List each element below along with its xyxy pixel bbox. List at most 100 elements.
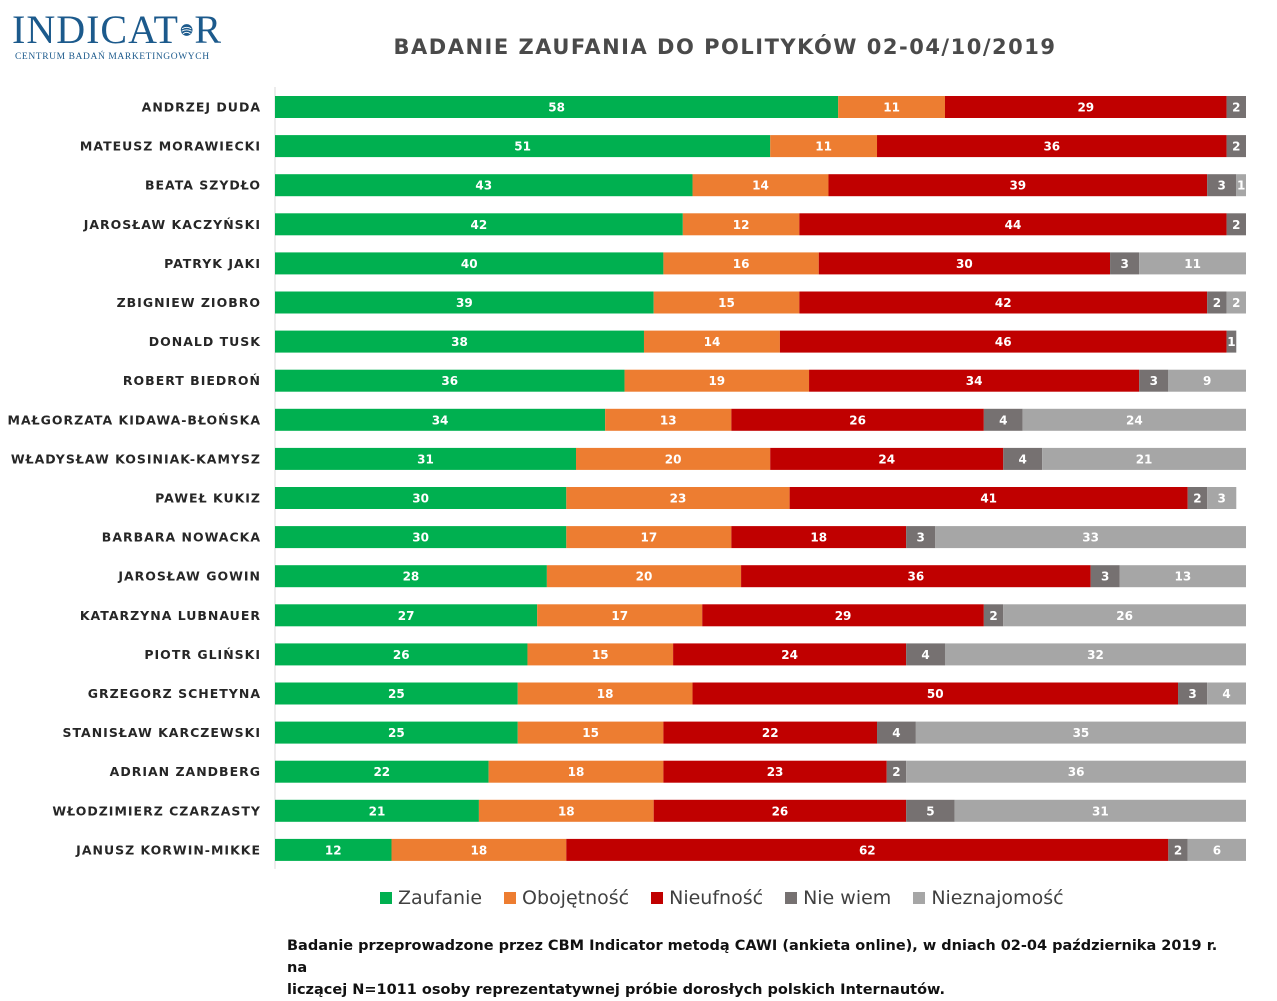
bar-segment-zaufanie <box>275 174 693 197</box>
data-label-nieufnosc: 30 <box>956 257 973 271</box>
legend-label-nieznajomosc: Nieznajomość <box>931 887 1064 909</box>
bar-segment-nieufnosc <box>566 838 1169 861</box>
data-label-obojetnosc: 12 <box>733 218 750 232</box>
category-label: DONALD TUSK <box>149 334 262 349</box>
bar-segment-nie-wiem <box>1090 565 1120 588</box>
bar-segment-nie-wiem <box>906 526 936 549</box>
bar-segment-nieznajomosc <box>1022 408 1246 431</box>
legend-swatch-nieufnosc <box>651 892 664 904</box>
data-label-nie-wiem: 4 <box>999 413 1007 427</box>
category-label: MATEUSZ MORAWIECKI <box>80 139 261 154</box>
data-label-zaufanie: 43 <box>475 179 492 193</box>
bar-segment-obojetnosc <box>566 526 732 549</box>
data-label-nieznajomosc: 11 <box>1184 257 1201 271</box>
bar-segment-nieznajomosc <box>1042 447 1246 470</box>
footnote-line-1: Badanie przeprowadzone przez CBM Indicat… <box>287 938 1218 976</box>
data-label-nie-wiem: 2 <box>1193 492 1201 506</box>
data-label-nieufnosc: 29 <box>835 609 852 623</box>
indicator-logo: INDICAT R CENTRUM BADAŃ MARKETINGOWYCH <box>12 10 222 63</box>
bar-segment-nieufnosc <box>809 369 1140 392</box>
data-label-nieznajomosc: 33 <box>1082 531 1099 545</box>
bar-segment-nie-wiem <box>1178 682 1208 705</box>
data-label-nieznajomosc: 21 <box>1136 452 1153 466</box>
data-label-nie-wiem: 3 <box>1218 179 1226 193</box>
data-label-obojetnosc: 11 <box>883 101 900 115</box>
bar-segment-nie-wiem <box>1226 96 1246 118</box>
data-label-obojetnosc: 18 <box>568 765 585 779</box>
legend-swatch-obojetnosc <box>504 892 517 904</box>
bar-segment-nieufnosc <box>799 213 1227 236</box>
bar-segment-nieufnosc <box>770 447 1004 470</box>
data-label-obojetnosc: 11 <box>815 140 832 154</box>
bar-segment-zaufanie <box>275 643 528 666</box>
bar-segment-nie-wiem <box>1187 487 1208 509</box>
bar-segment-zaufanie <box>275 721 518 744</box>
bar-segment-nieufnosc <box>789 487 1188 509</box>
data-label-nieufnosc: 36 <box>908 570 925 584</box>
data-label-nie-wiem: 3 <box>1101 570 1109 584</box>
data-label-zaufanie: 27 <box>398 609 415 623</box>
bar-segment-nieufnosc <box>741 565 1091 588</box>
data-label-nieznajomosc: 4 <box>1222 687 1230 701</box>
data-label-nie-wiem: 5 <box>926 804 934 818</box>
category-label: WŁADYSŁAW KOSINIAK-KAMYSZ <box>11 451 261 466</box>
data-label-nie-wiem: 2 <box>892 765 900 779</box>
category-label: ZBIGNIEW ZIOBRO <box>117 295 261 310</box>
data-label-nieufnosc: 24 <box>781 648 798 662</box>
bar-segment-obojetnosc <box>692 174 829 197</box>
bar-segment-obojetnosc <box>624 369 810 392</box>
legend-item-nieznajomosc: Nieznajomość <box>913 887 1064 909</box>
data-label-zaufanie: 36 <box>441 374 458 388</box>
data-label-zaufanie: 30 <box>412 492 429 506</box>
legend-label-nie-wiem: Nie wiem <box>803 887 892 909</box>
data-label-nieufnosc: 26 <box>772 804 789 818</box>
category-label: KATARZYNA LUBNAUER <box>80 608 261 623</box>
data-label-nieufnosc: 18 <box>810 531 827 545</box>
bar-segment-nieufnosc <box>731 526 907 549</box>
data-label-nieufnosc: 50 <box>927 687 944 701</box>
data-label-nieufnosc: 29 <box>1077 101 1094 115</box>
bar-segment-obojetnosc <box>566 487 790 509</box>
bar-segment-obojetnosc <box>838 96 945 118</box>
bar-segment-nie-wiem <box>983 408 1023 431</box>
logo-wordmark: INDICAT R <box>12 10 222 50</box>
data-label-obojetnosc: 16 <box>733 257 750 271</box>
data-label-zaufanie: 26 <box>393 648 410 662</box>
bar-segment-zaufanie <box>275 526 567 549</box>
data-label-nie-wiem: 3 <box>1120 257 1128 271</box>
category-label: JAROSŁAW GOWIN <box>117 569 261 584</box>
bar-segment-nie-wiem <box>906 799 955 822</box>
methodology-footnote: Badanie przeprowadzone przez CBM Indicat… <box>287 935 1227 1001</box>
data-label-nieznajomosc: 31 <box>1092 804 1109 818</box>
category-label: JANUSZ KORWIN-MIKKE <box>75 842 261 857</box>
data-label-zaufanie: 38 <box>451 335 468 349</box>
legend-swatch-nie-wiem <box>785 892 798 904</box>
category-label: PIOTR GLIŃSKI <box>144 647 261 662</box>
chart-title: BADANIE ZAUFANIA DO POLITYKÓW 02-04/10/2… <box>393 35 1057 59</box>
data-label-obojetnosc: 15 <box>592 648 609 662</box>
bar-segment-nie-wiem <box>1168 838 1188 861</box>
data-label-zaufanie: 25 <box>388 687 405 701</box>
data-label-obojetnosc: 14 <box>752 179 769 193</box>
bar-segment-nie-wiem <box>1003 447 1043 470</box>
data-label-nieznajomosc: 35 <box>1073 726 1090 740</box>
data-label-zaufanie: 30 <box>412 531 429 545</box>
bar-segment-nieznajomosc <box>1168 369 1246 392</box>
legend-swatch-zaufanie <box>380 892 392 904</box>
bar-segment-zaufanie <box>275 330 644 353</box>
data-label-nieufnosc: 39 <box>1009 179 1026 193</box>
category-label: STANISŁAW KARCZEWSKI <box>62 725 261 740</box>
bar-segment-zaufanie <box>275 838 392 861</box>
data-label-nieufnosc: 46 <box>995 335 1012 349</box>
category-label: ANDRZEJ DUDA <box>142 100 261 115</box>
data-label-nieznajomosc: 3 <box>1218 492 1226 506</box>
data-label-nieznajomosc: 24 <box>1126 413 1143 427</box>
data-label-nie-wiem: 2 <box>1213 296 1221 310</box>
data-label-zaufanie: 25 <box>388 726 405 740</box>
category-label: ADRIAN ZANDBERG <box>110 764 261 779</box>
bar-segment-nieznajomosc <box>1139 252 1246 275</box>
bar-segment-obojetnosc <box>488 760 664 783</box>
bar-segment-nieznajomosc <box>954 799 1246 822</box>
data-label-zaufanie: 12 <box>325 843 342 857</box>
footnote-line-2: liczącej N=1011 osoby reprezentatywnej p… <box>287 982 946 998</box>
